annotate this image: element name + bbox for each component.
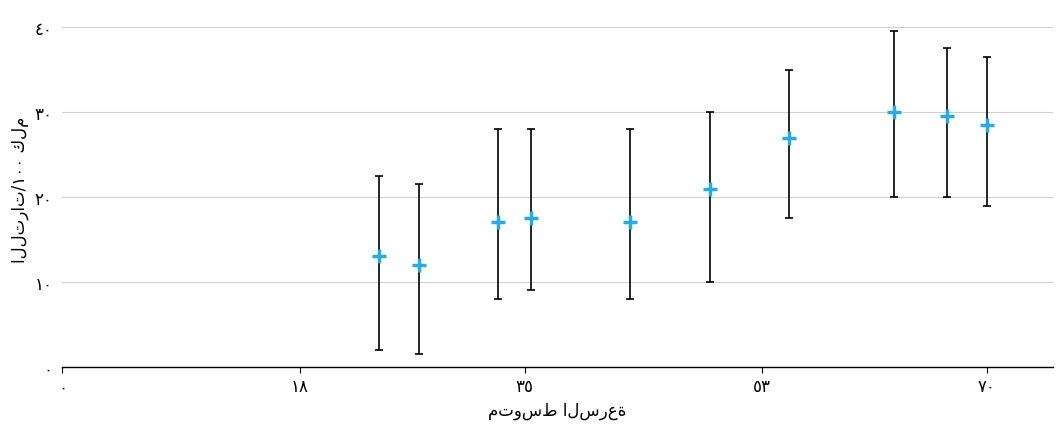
- Point: [886, 109, 903, 116]
- Point: [938, 114, 955, 120]
- Y-axis label: اللترات/١٠٠ كلم: اللترات/١٠٠ كلم: [11, 116, 29, 262]
- Point: [522, 215, 539, 222]
- Point: [978, 122, 995, 129]
- Point: [371, 253, 388, 260]
- Point: [411, 262, 428, 269]
- Point: [489, 220, 506, 227]
- Point: [780, 135, 797, 141]
- Point: [621, 220, 638, 227]
- Point: [701, 186, 718, 193]
- X-axis label: متوسط السرعة: متوسط السرعة: [488, 401, 627, 419]
